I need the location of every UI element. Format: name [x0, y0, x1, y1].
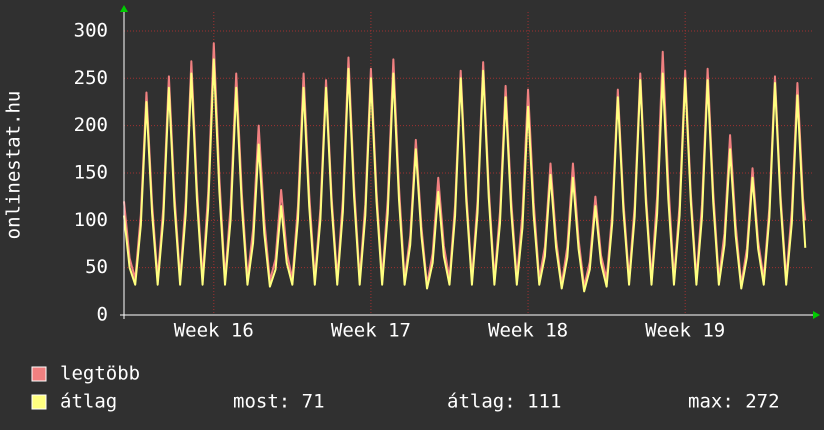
legend-label: legtöbb	[60, 363, 140, 385]
y-tick-label: 300	[74, 19, 108, 41]
legend-swatch	[31, 366, 47, 382]
y-axis-arrow	[120, 5, 128, 12]
y-tick-label: 50	[85, 256, 108, 278]
legend-label: átlag	[60, 391, 117, 413]
legend-swatch	[31, 394, 47, 410]
grid: 0 50 100 150 200 250 300 Week 16 Week 17 Week 18 W…	[74, 12, 812, 342]
x-tick-label: Week 17	[331, 320, 411, 342]
y-tick-label: 150	[74, 161, 108, 183]
x-tick-label: Week 18	[488, 320, 568, 342]
plot	[123, 42, 807, 293]
y-tick-label: 200	[74, 114, 108, 136]
y-tick-label: 0	[97, 304, 108, 326]
y-tick-label: 100	[74, 209, 108, 231]
stat-label: átlag: 111	[447, 391, 561, 413]
x-tick-label: Week 16	[174, 320, 254, 342]
y-axis-label: onlinestat.hu	[3, 91, 25, 240]
stat-label: most: 71	[233, 391, 325, 413]
stat-label: max: 272	[688, 391, 780, 413]
series-line	[123, 58, 807, 293]
x-tick-label: Week 19	[645, 320, 725, 342]
x-axis-arrow	[813, 311, 820, 319]
legend: legtöbb átlag most: 71 átlag: 111 max: 272	[31, 363, 780, 413]
y-tick-label: 250	[74, 67, 108, 89]
